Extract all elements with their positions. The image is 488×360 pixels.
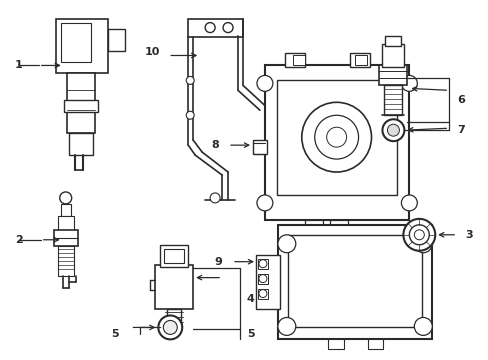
Circle shape	[259, 260, 266, 268]
Bar	[58, 246, 74, 276]
Bar	[68, 133, 92, 155]
Bar	[385, 36, 401, 45]
Circle shape	[408, 225, 428, 245]
Circle shape	[205, 23, 215, 32]
Bar	[164, 249, 184, 263]
Circle shape	[314, 115, 358, 159]
Circle shape	[301, 102, 371, 172]
Circle shape	[186, 111, 194, 119]
Circle shape	[403, 219, 434, 251]
Bar	[329, 220, 347, 232]
Circle shape	[186, 76, 194, 84]
Bar	[107, 28, 125, 50]
Circle shape	[413, 318, 431, 336]
Text: 8: 8	[211, 140, 219, 150]
Text: 3: 3	[465, 230, 472, 240]
Circle shape	[401, 75, 416, 91]
Bar	[367, 339, 383, 349]
Circle shape	[401, 195, 416, 211]
Bar	[264, 66, 408, 220]
Circle shape	[259, 289, 266, 298]
Bar	[379, 66, 407, 85]
Circle shape	[259, 275, 266, 283]
Text: 6: 6	[456, 95, 464, 105]
Circle shape	[223, 23, 233, 32]
Circle shape	[277, 318, 295, 336]
Circle shape	[277, 235, 295, 253]
Text: 9: 9	[214, 257, 222, 267]
Bar	[61, 204, 71, 216]
Bar	[258, 274, 267, 284]
Bar	[167, 310, 181, 328]
Bar	[56, 19, 107, 73]
Bar	[287, 235, 422, 328]
Bar	[252, 140, 266, 154]
Circle shape	[256, 195, 272, 211]
Bar	[354, 55, 366, 66]
Bar	[277, 225, 431, 339]
Bar	[255, 255, 279, 310]
Bar	[63, 100, 98, 112]
Text: 5: 5	[246, 329, 254, 339]
Circle shape	[413, 235, 431, 253]
Circle shape	[382, 119, 404, 141]
Text: 2: 2	[15, 235, 23, 245]
Circle shape	[158, 315, 182, 339]
Bar	[58, 216, 74, 230]
Bar	[155, 265, 193, 310]
Bar	[188, 19, 243, 37]
Circle shape	[326, 127, 346, 147]
Text: 7: 7	[456, 125, 464, 135]
Bar	[276, 80, 397, 195]
Bar	[384, 85, 402, 115]
Bar	[54, 230, 78, 246]
Circle shape	[413, 230, 424, 240]
Text: 10: 10	[144, 48, 160, 58]
Bar	[258, 259, 267, 269]
Bar	[327, 339, 343, 349]
Circle shape	[386, 124, 399, 136]
Bar	[349, 54, 369, 67]
Bar	[285, 54, 304, 67]
Text: 5: 5	[111, 329, 119, 339]
Circle shape	[210, 193, 220, 203]
Circle shape	[256, 75, 272, 91]
Bar	[258, 289, 267, 298]
Bar	[304, 220, 322, 232]
Text: 4: 4	[246, 293, 254, 303]
Bar	[382, 44, 404, 67]
Circle shape	[60, 192, 72, 204]
Bar	[292, 55, 304, 66]
Circle shape	[163, 320, 177, 334]
Bar	[66, 73, 94, 133]
Text: 1: 1	[15, 60, 23, 71]
Bar	[61, 23, 90, 62]
Bar	[160, 245, 188, 267]
